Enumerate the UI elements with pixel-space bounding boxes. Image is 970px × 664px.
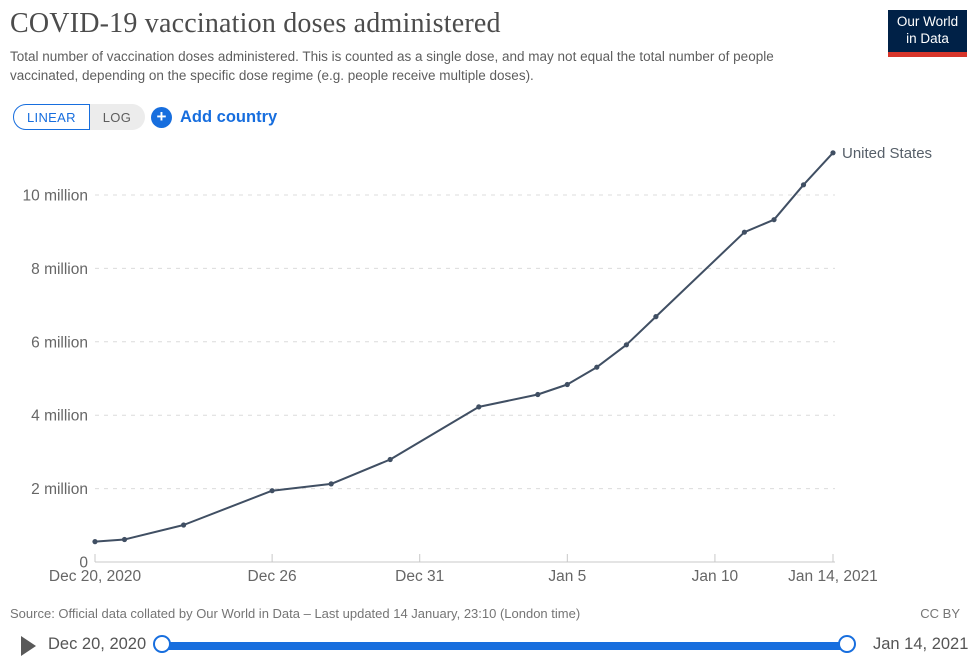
data-point[interactable]	[653, 314, 659, 320]
x-tick-label: Dec 26	[248, 568, 297, 585]
timeline-start-label: Dec 20, 2020	[48, 635, 147, 653]
plus-icon	[151, 106, 172, 128]
scale-toggle: LINEAR LOG	[13, 104, 146, 130]
data-point[interactable]	[92, 539, 98, 545]
timeline: Dec 20, 2020 Jan 14, 2021	[0, 633, 970, 664]
y-tick-label: 2 million	[31, 481, 88, 498]
data-point[interactable]	[121, 536, 128, 543]
data-point[interactable]	[269, 488, 275, 494]
series-line	[94, 151, 834, 543]
data-point[interactable]	[594, 364, 600, 370]
y-tick-label: 4 million	[31, 408, 88, 425]
y-tick-label: 0	[79, 555, 88, 572]
data-point[interactable]	[535, 391, 541, 398]
timeline-handle-end[interactable]	[838, 635, 856, 653]
tab-linear[interactable]: LINEAR	[13, 104, 90, 130]
data-point[interactable]	[328, 481, 334, 487]
tab-log[interactable]: LOG	[89, 104, 146, 130]
owid-logo-line2: in Data	[906, 31, 949, 46]
data-point[interactable]	[181, 522, 187, 528]
x-tick-label: Dec 20, 2020	[49, 568, 142, 585]
line-chart[interactable]: 0 2 million 4 million 6 million 8 million 10 …	[0, 140, 970, 595]
x-tick-label: Jan 5	[548, 568, 586, 585]
y-tick-label: 8 million	[31, 261, 88, 278]
source-row: Source: Official data collated by Our Wo…	[10, 606, 960, 621]
data-point[interactable]	[387, 456, 393, 463]
data-point[interactable]	[741, 229, 748, 235]
add-country-label: Add country	[180, 107, 278, 126]
license-link[interactable]: CC BY	[920, 606, 960, 621]
page-title: COVID-19 vaccination doses administered	[10, 8, 501, 39]
data-point[interactable]	[476, 404, 482, 410]
data-point[interactable]	[800, 182, 807, 188]
tab-linear-label: LINEAR	[27, 109, 76, 125]
source-text: Source: Official data collated by Our Wo…	[10, 606, 581, 621]
timeline-slider-track[interactable]	[164, 642, 849, 650]
timeline-end-label: Jan 14, 2021	[873, 635, 969, 653]
x-tick-label: Dec 31	[395, 568, 444, 585]
owid-logo: Our World in Data	[888, 10, 967, 57]
chart-subtitle: Total number of vaccination doses admini…	[10, 49, 774, 84]
owid-logo-line1: Our World	[896, 14, 959, 30]
data-point[interactable]	[830, 150, 836, 156]
data-point[interactable]	[623, 342, 630, 348]
data-point[interactable]	[771, 217, 777, 223]
y-tick-label: 6 million	[31, 334, 88, 351]
x-tick-label: Jan 10	[692, 568, 739, 585]
series-label: United States	[842, 145, 932, 162]
y-tick-label: 10 million	[23, 188, 88, 205]
add-country-button[interactable]: Add country	[151, 104, 277, 130]
tab-log-label: LOG	[102, 109, 132, 125]
x-tick-label: Jan 14, 2021	[788, 568, 878, 585]
timeline-handle-start[interactable]	[153, 635, 171, 653]
data-point[interactable]	[564, 381, 570, 388]
play-icon[interactable]	[21, 636, 36, 656]
